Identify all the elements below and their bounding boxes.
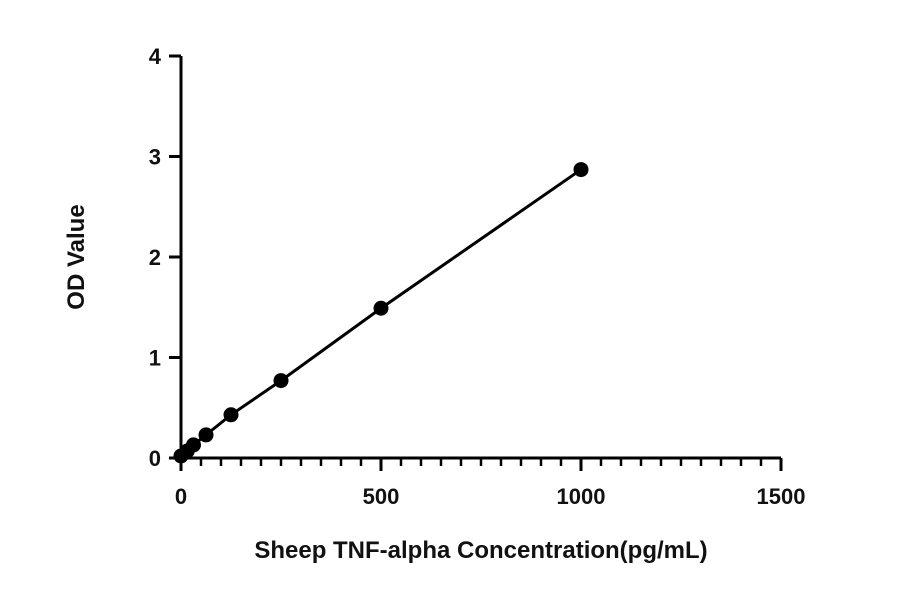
x-tick-label: 1500	[757, 484, 806, 509]
x-axis-title: Sheep TNF-alpha Concentration(pg/mL)	[254, 537, 707, 564]
y-tick-label: 1	[149, 346, 161, 371]
data-point	[186, 437, 201, 453]
y-tick-label: 0	[149, 446, 161, 471]
x-tick-label: 500	[363, 484, 400, 509]
data-point	[373, 300, 389, 316]
y-tick-label: 3	[149, 145, 161, 170]
data-point	[223, 407, 239, 423]
y-axis: 0 1 2 3 4	[149, 44, 183, 471]
data-points	[173, 162, 589, 464]
data-point	[198, 427, 214, 443]
x-axis: 0 500 1000 1500	[169, 456, 806, 509]
y-axis-title: OD Value	[63, 204, 90, 309]
x-tick-label: 0	[175, 484, 187, 509]
data-point	[273, 373, 289, 389]
y-tick-label: 4	[149, 44, 162, 69]
x-tick-label: 1000	[557, 484, 606, 509]
y-tick-label: 2	[149, 245, 161, 270]
data-point	[573, 162, 589, 178]
